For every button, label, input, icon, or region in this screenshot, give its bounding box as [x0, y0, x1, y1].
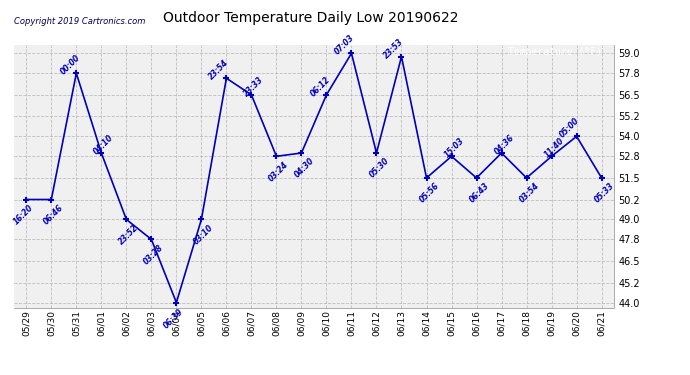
- Text: 03:28: 03:28: [142, 243, 166, 266]
- Text: 05:33: 05:33: [593, 181, 615, 204]
- Text: 23:52: 23:52: [117, 223, 141, 246]
- Text: 07:03: 07:03: [333, 33, 355, 57]
- Text: 15:03: 15:03: [442, 136, 466, 160]
- Text: 03:10: 03:10: [193, 223, 215, 246]
- Text: 06:43: 06:43: [467, 181, 491, 204]
- Text: 03:24: 03:24: [267, 160, 290, 183]
- Text: Copyright 2019 Cartronics.com: Copyright 2019 Cartronics.com: [14, 17, 145, 26]
- Text: 11:40: 11:40: [542, 136, 566, 160]
- Text: 05:56: 05:56: [417, 181, 441, 204]
- Text: 04:30: 04:30: [293, 156, 315, 180]
- Text: 04:36: 04:36: [493, 133, 515, 156]
- Text: Temperature (°F): Temperature (°F): [509, 46, 602, 57]
- Text: 23:33: 23:33: [242, 75, 266, 98]
- Text: 06:39: 06:39: [162, 308, 186, 331]
- Text: 23:54: 23:54: [207, 58, 230, 82]
- Text: Outdoor Temperature Daily Low 20190622: Outdoor Temperature Daily Low 20190622: [163, 11, 458, 25]
- Text: 06:12: 06:12: [308, 75, 332, 98]
- Text: 06:46: 06:46: [42, 203, 66, 226]
- Text: 05:30: 05:30: [367, 156, 391, 180]
- Text: 04:10: 04:10: [92, 133, 115, 156]
- Text: 03:54: 03:54: [518, 181, 541, 204]
- Text: 16:20: 16:20: [12, 203, 35, 226]
- Text: 23:53: 23:53: [382, 37, 406, 60]
- Text: 05:00: 05:00: [558, 116, 581, 140]
- Text: 00:00: 00:00: [59, 53, 81, 76]
